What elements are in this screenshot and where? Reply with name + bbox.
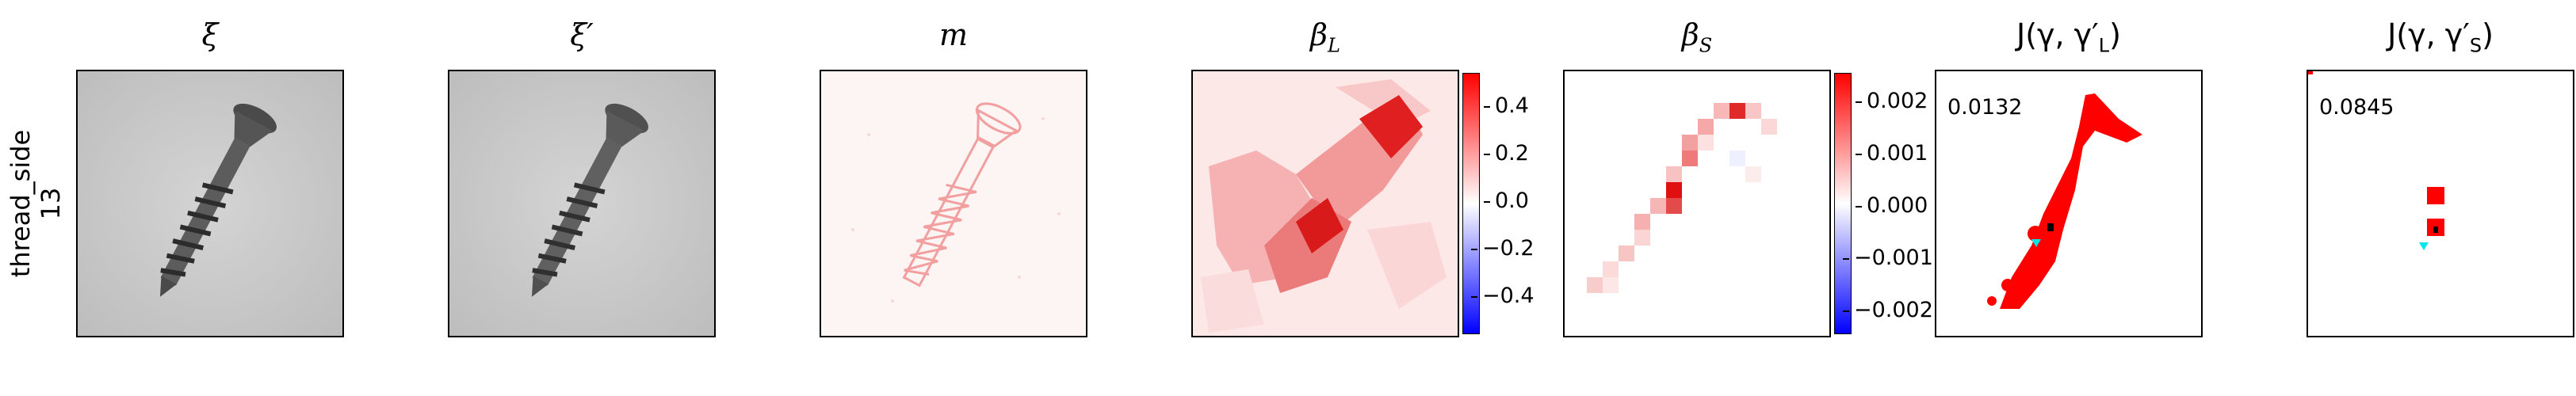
beta-l-heatmap	[1193, 71, 1458, 336]
j-s-overlap-map	[2308, 71, 2444, 250]
beta-s-tick: −0.001	[1843, 246, 1933, 270]
beta-l-tick: −0.2	[1471, 236, 1535, 261]
m-mask-panel	[820, 70, 1087, 337]
j-l-overlap-map	[1987, 93, 2142, 309]
xi-image-panel	[76, 70, 344, 337]
beta-s-tick: −0.002	[1843, 298, 1933, 322]
beta-s-tick: 0.000	[1855, 193, 1928, 218]
beta-l-tick: −0.4	[1471, 284, 1535, 308]
beta-l-colorbar	[1462, 73, 1480, 334]
j-s-score: 0.0845	[2319, 95, 2394, 120]
xi-prime-title: ξ′	[570, 17, 594, 52]
beta-l-title: βL	[1310, 17, 1340, 57]
beta-l-tick: 0.0	[1484, 188, 1529, 213]
row-label-name: thread_side	[6, 129, 36, 278]
m-title: m	[938, 17, 969, 52]
j-l-title: J(γ, γ′L)	[2016, 17, 2121, 57]
beta-l-tick: 0.2	[1484, 141, 1529, 166]
beta-s-panel	[1563, 70, 1831, 337]
mask-heatmap	[821, 71, 1086, 336]
beta-s-title: βS	[1681, 17, 1713, 57]
xi-title: ξ	[201, 17, 219, 52]
xi-prime-image-panel	[448, 70, 716, 337]
row-label: thread_side 13	[0, 70, 71, 337]
j-l-panel: 0.0132	[1935, 70, 2203, 337]
row-label-index: 13	[36, 187, 66, 220]
screw-image	[78, 71, 342, 336]
j-s-title: J(γ, γ′S)	[2387, 17, 2494, 57]
beta-s-colorbar	[1834, 73, 1852, 334]
beta-s-tick: 0.001	[1855, 141, 1928, 166]
beta-l-tick: 0.4	[1484, 93, 1529, 118]
beta-l-panel	[1191, 70, 1459, 337]
j-l-score: 0.0132	[1947, 95, 2023, 120]
j-s-panel: 0.0845	[2307, 70, 2574, 337]
screw-reconstruction-image	[449, 71, 714, 336]
beta-s-tick: 0.002	[1855, 89, 1928, 113]
beta-s-heatmap	[1565, 71, 1829, 336]
